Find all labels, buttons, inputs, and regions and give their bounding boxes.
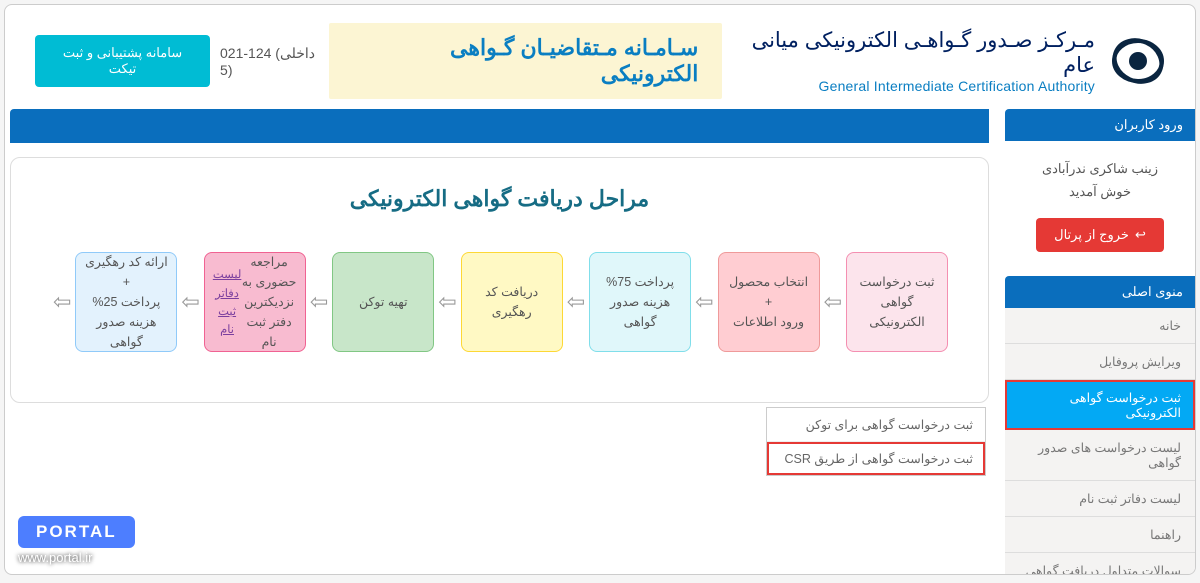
menu-header: منوی اصلی — [1005, 276, 1195, 308]
step-text-4: تهیه توکن — [359, 292, 408, 312]
step-box-0: ثبت درخواست گواهی الکترونیکی — [846, 252, 948, 352]
arrow-icon: ⇦ — [565, 289, 587, 315]
support-phone: 021-124 (داخلی 5) — [220, 45, 329, 78]
login-header: ورود کاربران — [1005, 109, 1195, 141]
main-content: مراحل دریافت گواهی الکترونیکی ثبت درخواس… — [4, 109, 1005, 575]
arrow-icon: ⇦ — [308, 289, 330, 315]
arrow-icon: ⇦ — [822, 289, 844, 315]
watermark-url: www.portal.ir — [18, 550, 135, 565]
menu-item-5[interactable]: راهنما — [1005, 517, 1195, 553]
step-box-4: تهیه توکن — [332, 252, 434, 352]
system-title: سـامـانه مـتقاضیـان گـواهی الکترونیکی — [329, 23, 722, 99]
step-text-5: مراجعه حضوری به نزدیکترین دفتر ثبت نام — [241, 252, 296, 352]
logo — [1111, 34, 1165, 88]
main-bar — [10, 109, 989, 143]
ticket-button[interactable]: سامانه پشتیبانی و ثبت تیکت — [35, 35, 210, 87]
arrow-icon: ⇦ — [51, 289, 73, 315]
logout-button[interactable]: ↩ خروج از پرتال — [1036, 218, 1164, 252]
user-name: زینب شاکری ندرآبادی — [1017, 157, 1183, 180]
step-text-0: ثبت درخواست گواهی الکترونیکی — [855, 272, 939, 332]
welcome-text: خوش آمدید — [1017, 180, 1183, 203]
step-text-3: دریافت کد رهگیری — [470, 282, 554, 322]
logout-icon: ↩ — [1135, 227, 1146, 243]
sidebar: ورود کاربران زینب شاکری ندرآبادی خوش آمد… — [1005, 109, 1195, 575]
arrow-icon: ⇦ — [693, 289, 715, 315]
submenu-popup: ثبت درخواست گواهی برای توکنثبت درخواست گ… — [766, 407, 986, 476]
step-text-6: ارائه کد رهگیری + پرداخت 25% هزینه صدور … — [84, 252, 168, 352]
menu-item-3[interactable]: لیست درخواست های صدور گواهی — [1005, 430, 1195, 481]
watermark: PORTAL www.portal.ir — [18, 516, 135, 565]
menu-item-1[interactable]: ویرایش پروفایل — [1005, 344, 1195, 380]
logout-label: خروج از پرتال — [1054, 227, 1129, 243]
menu-item-4[interactable]: لیست دفاتر ثبت نام — [1005, 481, 1195, 517]
logo-icon — [1111, 34, 1165, 88]
menu-item-6[interactable]: سوالات متداول دریافت گواهی الکترونیکی — [1005, 553, 1195, 575]
step-text-2: پرداخت 75% هزینه صدور گواهی — [598, 272, 682, 332]
brand-subtitle: General Intermediate Certification Autho… — [722, 78, 1095, 94]
menu-item-2[interactable]: ثبت درخواست گواهی الکترونیکی — [1005, 380, 1195, 430]
menu-item-0[interactable]: خانه — [1005, 308, 1195, 344]
main-menu: خانهویرایش پروفایلثبت درخواست گواهی الکت… — [1005, 308, 1195, 575]
step-box-2: پرداخت 75% هزینه صدور گواهی — [589, 252, 691, 352]
arrow-icon: ⇦ — [179, 289, 201, 315]
steps-title: مراحل دریافت گواهی الکترونیکی — [51, 186, 948, 212]
step-text-1: انتخاب محصول + ورود اطلاعات — [729, 272, 808, 332]
watermark-badge: PORTAL — [18, 516, 135, 548]
step-box-1: انتخاب محصول + ورود اطلاعات — [718, 252, 820, 352]
brand-title: مـرکـز صـدور گـواهـی الکترونیکی میانی عا… — [722, 28, 1095, 78]
step-box-3: دریافت کد رهگیری — [461, 252, 563, 352]
step-box-5: مراجعه حضوری به نزدیکترین دفتر ثبت ناملی… — [204, 252, 306, 352]
steps-row: ثبت درخواست گواهی الکترونیکی ⇦ انتخاب محصو… — [51, 252, 948, 352]
submenu-item-0[interactable]: ثبت درخواست گواهی برای توکن — [767, 408, 985, 442]
step-link-5[interactable]: لیست دفاتر ثبت نام — [213, 266, 242, 340]
submenu-item-1[interactable]: ثبت درخواست گواهی از طریق CSR — [767, 442, 985, 475]
arrow-icon: ⇦ — [436, 289, 458, 315]
content-box: مراحل دریافت گواهی الکترونیکی ثبت درخواس… — [10, 157, 989, 403]
step-box-6: ارائه کد رهگیری + پرداخت 25% هزینه صدور … — [75, 252, 177, 352]
